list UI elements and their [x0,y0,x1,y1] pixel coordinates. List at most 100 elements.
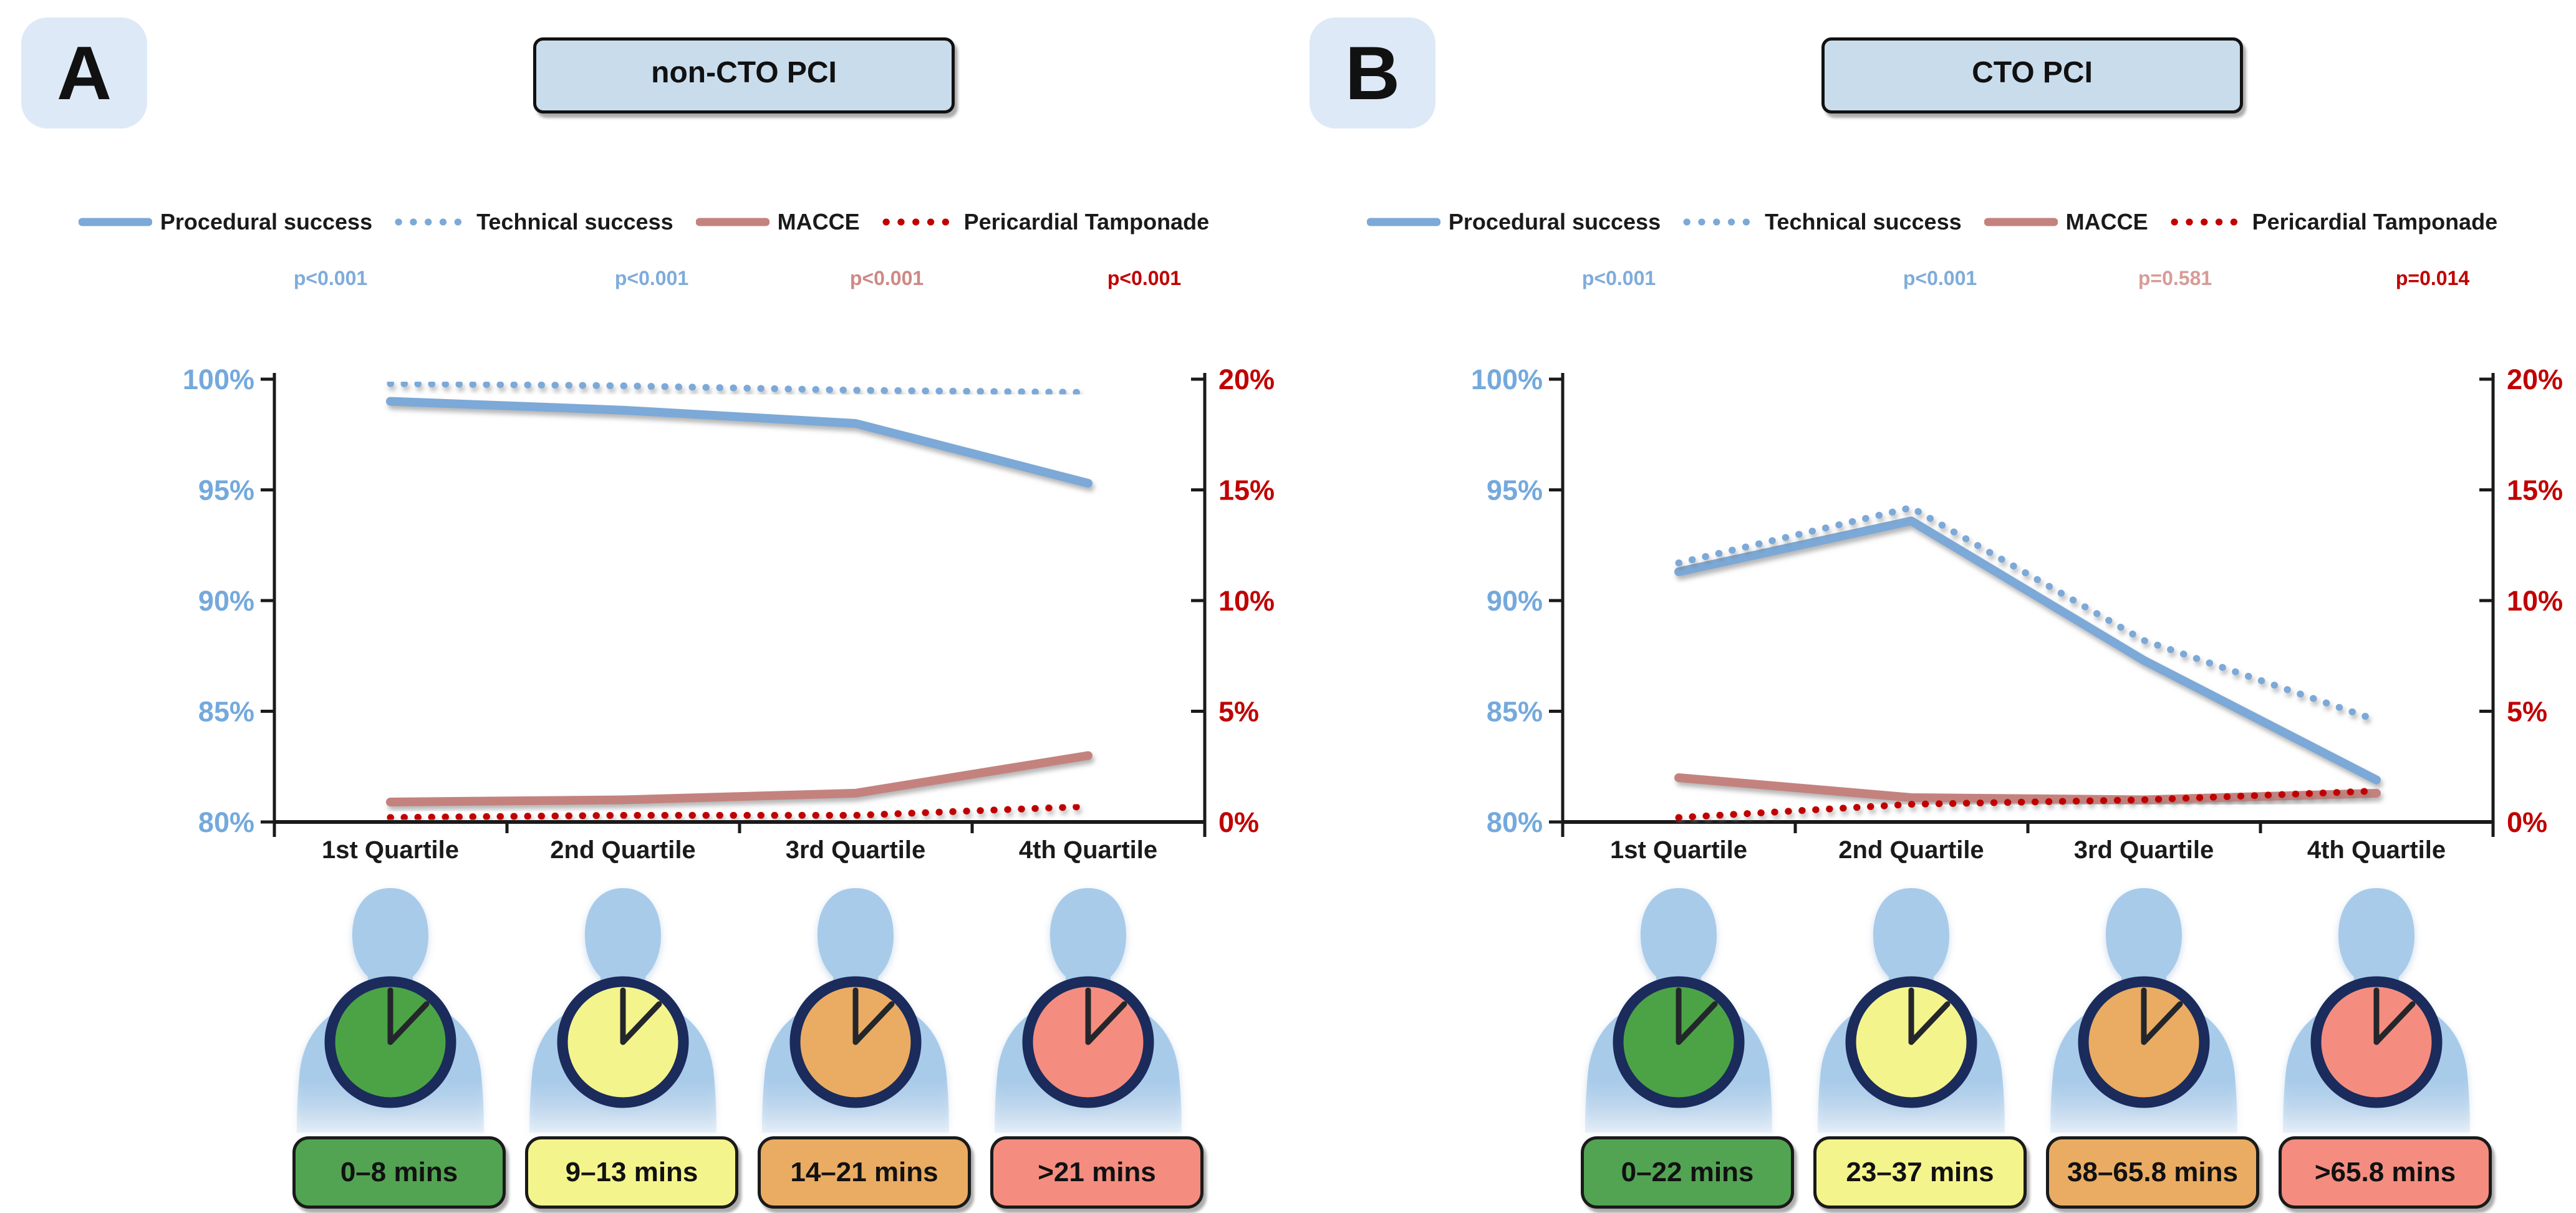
legend-item-pericardial-tamponade: Pericardial Tamponade [882,209,1209,235]
right-axis-label: 15% [2507,475,2563,506]
p-value-macce: p=0.581 [2138,267,2212,289]
patient-icon [529,888,716,1133]
time-range-q4: >21 mins [990,1136,1204,1209]
clock-hand-hour [1676,1001,1718,1045]
right-axis-label: 10% [2507,585,2563,617]
patient-icon [1818,888,2005,1133]
right-axis-label: 5% [1218,696,1259,728]
dotted-line-icon [1683,218,1757,226]
left-axis-label: 90% [198,585,254,617]
right-axis-label: 0% [2507,806,2547,838]
left-axis-label: 80% [1487,806,1543,838]
x-axis-label: 3rd Quartile [786,836,926,864]
legend-label: Technical success [476,209,673,234]
legend-label: Procedural success [1448,209,1661,234]
series-macce [1674,773,2381,805]
left-axis-label: 100% [1471,364,1543,395]
series-procedural-success [386,397,1093,488]
line-chart-cto-pci: 100% 20% 95% 15% 90% 10% 85% 5% 80% 0% 1st Quartil… [1471,364,2563,864]
solid-line-icon [1366,218,1440,226]
legend-item-procedural-success: Procedural success [78,209,373,235]
x-axis-label: 2nd Quartile [1838,836,1984,864]
x-axis-label: 1st Quartile [322,836,459,864]
solid-line-icon [78,218,152,226]
left-axis-label: 95% [198,475,254,506]
time-range-q3: 14–21 mins [758,1136,971,1209]
panel-letter-badge: B [1310,17,1435,128]
right-axis-label: 0% [1218,806,1259,838]
right-axis-label: 5% [2507,696,2547,728]
legend-item-macce: MACCE [1984,209,2148,235]
panel-cto-pci: B CTO PCI Procedural success Technical s… [1288,0,2576,1213]
patient-icon [2050,888,2237,1133]
clock-hand-hour [852,1001,895,1045]
clock-hand-hour [1908,1001,1951,1045]
series-macce [386,751,1093,807]
panel-letter-badge: A [21,17,147,128]
clock-hand-hour [620,1001,662,1045]
solid-line-icon [1984,218,2058,226]
legend-label: Pericardial Tamponade [2252,209,2498,234]
series-technical-success [387,380,1092,396]
line-chart-non-cto-pci: 100% 20% 95% 15% 90% 10% 85% 5% 80% 0% 1st Quartil… [183,364,1275,864]
x-axis-label: 2nd Quartile [550,836,695,864]
legend-item-technical-success: Technical success [395,209,673,235]
left-axis-label: 80% [198,806,254,838]
series-pericardial-tamponade [387,803,1092,821]
time-range-q4: >65.8 mins [2279,1136,2492,1209]
patient-icon [297,888,484,1133]
solid-line-icon [695,218,769,226]
dotted-line-icon [395,218,468,226]
time-range-q3: 38–65.8 mins [2046,1136,2259,1209]
time-range-q2: 23–37 mins [1813,1136,2027,1209]
legend-label: MACCE [2065,209,2148,234]
time-range-q2: 9–13 mins [525,1136,738,1209]
left-axis-label: 100% [183,364,254,395]
panel-non-cto-pci: A non-CTO PCI Procedural success Technic… [0,17,1288,1209]
legend-label: MACCE [777,209,860,234]
patient-icon [762,888,949,1133]
right-axis-label: 20% [2507,364,2563,395]
series-procedural-success [1674,516,2381,785]
patient-icon [1585,888,1772,1133]
legend-item-technical-success: Technical success [1683,209,1962,235]
time-range-q1: 0–8 mins [292,1136,506,1209]
clock-hand-hour [2373,1001,2416,1045]
clock-hand-hour [387,1001,430,1045]
p-value-tamponade: p<0.001 [1107,267,1182,289]
patient-icon [995,888,1182,1133]
right-axis-label: 15% [1218,475,1275,506]
patient-clock-icons [1585,888,2470,1133]
left-axis-label: 95% [1487,475,1543,506]
right-axis-label: 10% [1218,585,1275,617]
patient-clock-icons [297,888,1182,1133]
x-axis-label: 3rd Quartile [2074,836,2214,864]
dotted-line-icon [882,218,956,226]
panel-title: CTO PCI [1821,37,2243,114]
p-value-tamponade: p=0.014 [2395,267,2470,289]
left-axis-label: 85% [1487,696,1543,728]
clock-hand-hour [2141,1001,2183,1045]
p-value-procedural: p<0.001 [293,267,368,289]
p-value-technical: p<0.001 [1903,267,1977,289]
legend-item-pericardial-tamponade: Pericardial Tamponade [2171,209,2497,235]
legend-label: Technical success [1765,209,1962,234]
x-axis-label: 4th Quartile [1019,836,1157,864]
legend: Procedural success Technical success MAC… [0,206,1288,238]
p-value-procedural: p<0.001 [1581,267,1656,289]
dotted-line-icon [2171,218,2244,226]
p-value-technical: p<0.001 [614,267,689,289]
legend-label: Pericardial Tamponade [963,209,1210,234]
legend-item-procedural-success: Procedural success [1366,209,1661,235]
left-axis-label: 90% [1487,585,1543,617]
legend-item-macce: MACCE [695,209,860,235]
right-axis-label: 20% [1218,364,1275,395]
time-range-q1: 0–22 mins [1581,1136,1794,1209]
x-axis-label: 1st Quartile [1610,836,1747,864]
legend: Procedural success Technical success MAC… [1288,206,2576,238]
left-axis-label: 85% [198,696,254,728]
panel-title: non-CTO PCI [533,37,955,114]
clock-hand-hour [1085,1001,1127,1045]
legend-label: Procedural success [160,209,373,234]
p-value-macce: p<0.001 [849,267,924,289]
